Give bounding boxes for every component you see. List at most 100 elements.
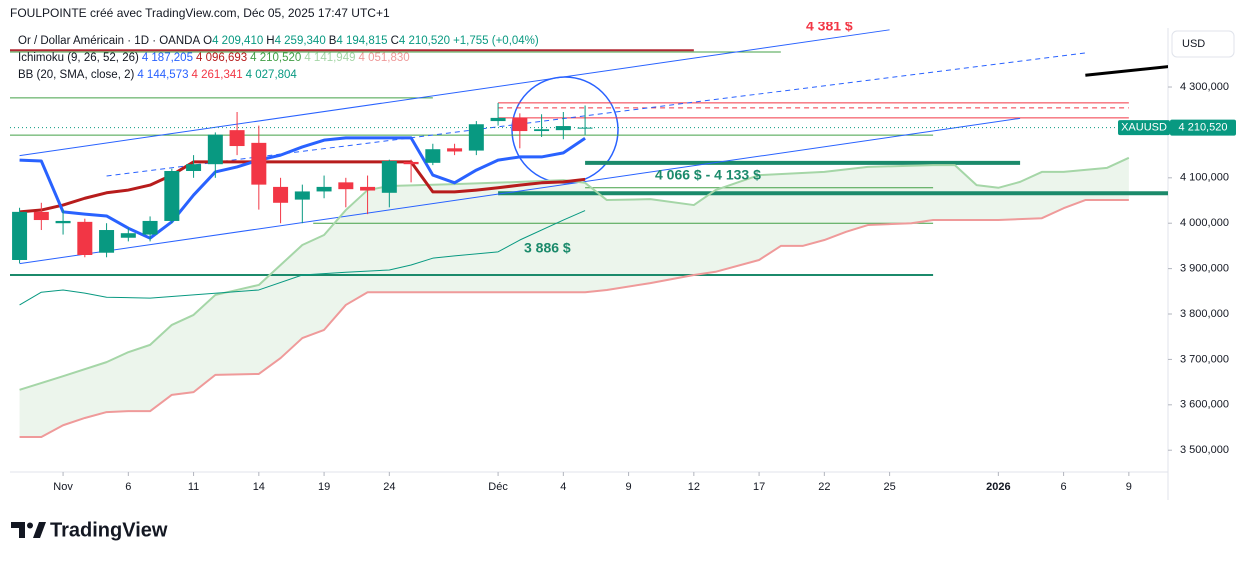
candle-body [316, 186, 332, 192]
candle-body [577, 127, 593, 129]
plot-area [10, 29, 1168, 439]
y-tick-label: 4 300,000 [1180, 81, 1229, 93]
change: +1,755 (+0,04%) [453, 35, 539, 47]
x-tick-label: 24 [383, 481, 395, 493]
candle-body [164, 171, 180, 221]
candle-body [555, 126, 571, 131]
trend-line [19, 29, 890, 157]
indicator-value: 4 141,949 [304, 52, 356, 64]
indicator-line [19, 160, 586, 214]
annotation: 4 066 $ - 4 133 $ [655, 167, 761, 183]
y-tick-label: 3 700,000 [1180, 353, 1229, 365]
x-tick-label: 17 [753, 481, 765, 493]
chart-title: FOULPOINTE créé avec TradingView.com, Dé… [10, 6, 390, 20]
x-tick-label: 4 [560, 481, 566, 493]
x-tick-label: Déc [488, 481, 508, 493]
x-tick-label: 2026 [986, 481, 1010, 493]
annotation: 4 381 $ [806, 18, 853, 34]
trend-line [1085, 65, 1168, 77]
indicator-line [19, 199, 1129, 439]
indicator-line [19, 210, 586, 306]
candle-body [186, 164, 202, 172]
candle-body [468, 124, 484, 151]
candle-body [403, 161, 419, 165]
candle-body [99, 230, 115, 253]
candle-body [207, 134, 223, 165]
indicator-value: 4 210,520 [250, 52, 302, 64]
logo-mark [27, 522, 33, 529]
candle-body [490, 117, 506, 122]
candle-body [294, 191, 310, 200]
candle-body [229, 130, 245, 147]
x-tick-label: 19 [318, 481, 330, 493]
candle-body [534, 129, 550, 132]
brand: TradingView [50, 519, 168, 541]
indicator-line [19, 156, 1130, 391]
cloud [19, 157, 1129, 438]
candle-body [120, 233, 136, 238]
candle-body [251, 142, 267, 185]
candle-body [338, 182, 354, 190]
indicator-value: 4 027,804 [245, 69, 297, 81]
ohlc-key: H [266, 35, 275, 47]
candle-body [12, 211, 28, 260]
price-tag-box [1170, 119, 1236, 136]
indicator-value: 4 261,341 [191, 69, 243, 81]
trend-line [19, 117, 1021, 265]
ohlc-key: B [328, 35, 337, 47]
x-tick-label: 6 [1061, 481, 1067, 493]
indicator-value: 4 051,830 [358, 52, 410, 64]
indicator-value: 4 144,573 [137, 69, 189, 81]
ohlc-value: 4 209,410 [212, 35, 264, 47]
ohlc-key: O [203, 35, 213, 47]
candle-body [360, 186, 376, 191]
y-tick-label: 4 000,000 [1180, 217, 1229, 229]
indicator-name: Ichimoku (9, 26, 52, 26) [18, 52, 139, 64]
candle-body [55, 220, 71, 224]
price-tag-label: 4 210,520 [1179, 122, 1228, 134]
candle-body [142, 220, 158, 235]
indicator-value: 4 187,205 [141, 52, 193, 64]
currency[interactable]: USD [1182, 38, 1205, 50]
logo-mark [33, 522, 46, 538]
symbol: Or / Dollar Américain · 1D · OANDA [18, 35, 201, 47]
ohlc-value: 4 259,340 [274, 35, 326, 47]
legend-row: Ichimoku (9, 26, 52, 26) 4 187,205 4 096,6… [18, 52, 413, 64]
price-tag-symbol: XAUUSD [1121, 122, 1167, 134]
candle-body [425, 149, 441, 163]
candle-body [33, 211, 49, 221]
y-tick-label: 3 800,000 [1180, 308, 1229, 320]
logo-mark [11, 522, 25, 538]
x-tick-label: 14 [253, 481, 265, 493]
indicator-value: 4 096,693 [195, 52, 248, 64]
ohlc-value: 4 210,520 [398, 35, 451, 47]
ohlc-key: C [390, 35, 399, 47]
price-tag-box [1118, 120, 1170, 136]
x-tick-label: 22 [818, 481, 830, 493]
annotation: 3 886 $ [524, 240, 571, 256]
indicator-name: BB (20, SMA, close, 2) [18, 69, 135, 81]
currency-box[interactable] [1171, 30, 1235, 58]
legend-row: BB (20, SMA, close, 2) 4 144,573 4 261,341… [18, 69, 300, 81]
x-tick-label: Nov [53, 481, 73, 493]
ohlc-value: 4 194,815 [336, 35, 388, 47]
x-tick-label: 25 [883, 481, 895, 493]
y-tick-label: 3 600,000 [1180, 399, 1229, 411]
y-tick-label: 3 500,000 [1180, 444, 1229, 456]
candle-body [77, 221, 93, 255]
x-tick-label: 9 [626, 481, 632, 493]
candle-body [512, 117, 528, 132]
x-tick-label: 9 [1126, 481, 1132, 493]
candle-body [273, 186, 289, 203]
trend-line [106, 52, 1086, 177]
x-tick-label: 11 [188, 481, 199, 493]
indicator-line [19, 136, 586, 240]
logo: TradingView [11, 519, 168, 541]
x-tick-label: 6 [125, 481, 131, 493]
y-tick-label: 3 900,000 [1180, 263, 1229, 275]
x-tick-label: 12 [688, 481, 700, 493]
candle-body [447, 148, 463, 152]
candle-body [381, 161, 397, 193]
